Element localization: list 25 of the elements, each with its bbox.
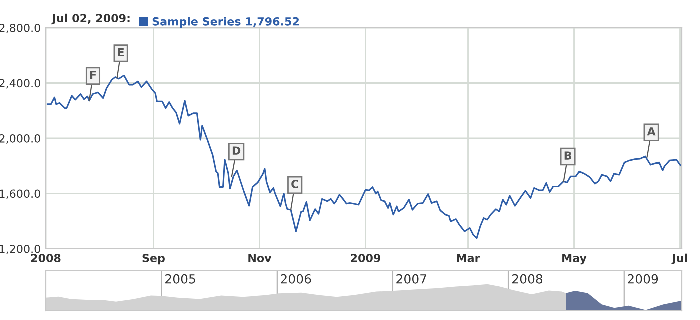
y-tick-label: 2,800.0	[0, 24, 40, 34]
x-tick-label: 2005	[166, 274, 196, 284]
x-tick-label: Jul	[672, 254, 688, 265]
x-tick-label: Nov	[248, 254, 272, 262]
annotation: F	[90, 71, 96, 80]
x-tick-label: May	[562, 254, 587, 265]
x-tick-label: Mar	[457, 254, 480, 262]
y-tick-label: 1,600.0	[0, 190, 40, 200]
x-tick-label: 2008	[512, 274, 543, 284]
x-tick-label: 2007	[396, 274, 426, 284]
legend-title: Jul 02, 2009:	[52, 14, 130, 25]
x-tick-label: 2008	[31, 254, 61, 262]
y-tick-label: 2,400.0	[0, 79, 40, 89]
annotation: C	[292, 180, 298, 188]
x-tick-label: Sep	[142, 254, 165, 265]
annotation: A	[647, 128, 656, 136]
legend-label: Sample Series 1,796.52	[152, 17, 300, 28]
x-tick-label: 2009	[351, 254, 380, 262]
annotation: D	[232, 146, 241, 155]
y-tick-label: 1,200.0	[0, 244, 40, 255]
x-tick-label: 2009	[628, 274, 658, 284]
annotation: B	[564, 152, 572, 160]
annotation: E	[118, 48, 124, 57]
y-tick-label: 2,000.0	[0, 134, 40, 144]
x-tick-label: 2006	[281, 274, 312, 284]
